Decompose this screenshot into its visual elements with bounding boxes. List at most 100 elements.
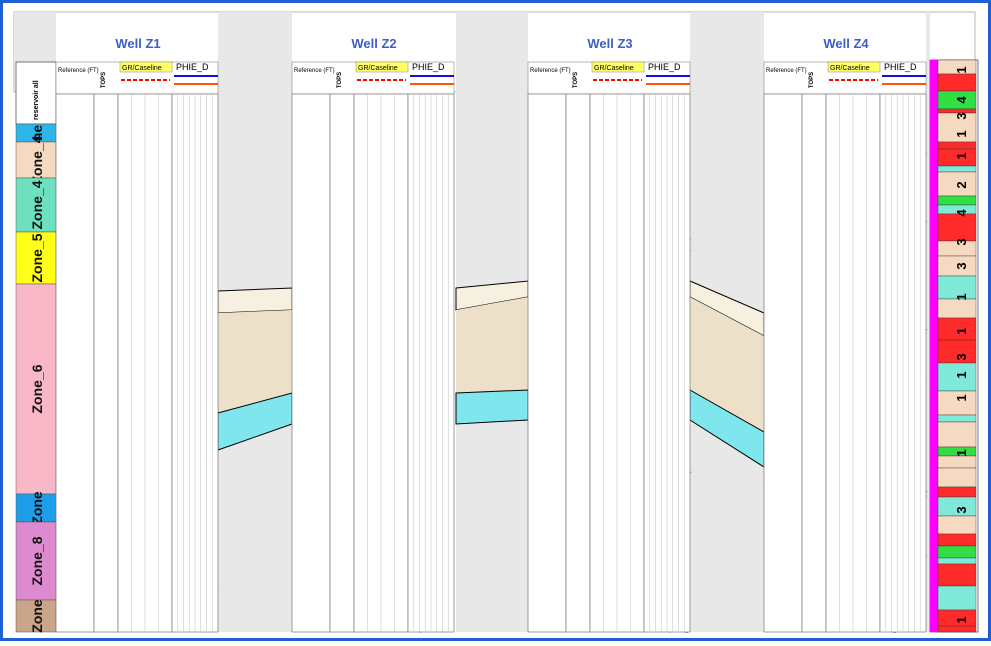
phie-header: PHIE_D bbox=[648, 62, 681, 72]
tops-header: TOPS bbox=[573, 72, 579, 88]
facies-label: 1 bbox=[954, 327, 969, 334]
facies-band bbox=[937, 515, 977, 535]
zone-label: Zone bbox=[29, 599, 45, 633]
reference-track bbox=[55, 93, 95, 633]
tops-header: TOPS bbox=[101, 72, 107, 88]
reference-header: Reference (FT) bbox=[766, 68, 807, 74]
facies-band bbox=[937, 112, 977, 143]
facies-band bbox=[937, 533, 977, 547]
tops-track bbox=[565, 93, 591, 633]
facies-label: 2 bbox=[954, 181, 969, 188]
facies-band bbox=[937, 298, 977, 319]
facies-band bbox=[937, 213, 977, 242]
reference-header: Reference (FT) bbox=[530, 68, 571, 74]
facies-band bbox=[937, 171, 977, 197]
tops-track bbox=[801, 93, 827, 633]
facies-band bbox=[937, 362, 977, 392]
zone-label: ne bbox=[29, 125, 45, 142]
facies-label: 1 bbox=[954, 293, 969, 300]
zone-band bbox=[15, 599, 57, 633]
facies-band bbox=[937, 165, 977, 173]
zone-label: Zone_4 bbox=[29, 180, 45, 229]
facies-band bbox=[937, 557, 977, 565]
tops-header: TOPS bbox=[809, 72, 815, 88]
gr-header-bar bbox=[119, 61, 173, 73]
corr-upper-z1-z2 bbox=[217, 287, 293, 314]
well-title: Well Z3 bbox=[587, 36, 632, 51]
tops-header: TOPS bbox=[337, 72, 343, 88]
facies-label: 1 bbox=[954, 449, 969, 456]
well-title: Well Z1 bbox=[115, 36, 160, 51]
facies-band bbox=[937, 585, 977, 611]
phie-header: PHIE_D bbox=[884, 62, 917, 72]
gr-header: GR/Caseline bbox=[122, 65, 162, 72]
reference-header: Reference (FT) bbox=[58, 68, 99, 74]
separator-4 bbox=[926, 12, 930, 632]
facies-column: 1 4 3 1 1 2 4 3 3 1 1 3 1 1 1 3 1 bbox=[929, 59, 979, 633]
corr-mid-z3-z4 bbox=[690, 297, 764, 432]
facies-band bbox=[937, 390, 977, 416]
facies-label: 1 bbox=[954, 66, 969, 73]
zone-band bbox=[15, 283, 57, 495]
corr-lower-z2-z3 bbox=[455, 389, 529, 425]
facies-band bbox=[937, 467, 977, 488]
facies-label: 4 bbox=[954, 209, 969, 217]
facies-label: 1 bbox=[954, 394, 969, 401]
phie-header: PHIE_D bbox=[176, 62, 209, 72]
facies-label: 1 bbox=[954, 371, 969, 378]
facies-label: 1 bbox=[954, 616, 969, 623]
zone-band bbox=[15, 177, 57, 233]
facies-band bbox=[937, 455, 977, 469]
facies-band bbox=[937, 625, 977, 633]
facies-label: 3 bbox=[954, 262, 969, 269]
facies-label: 3 bbox=[954, 353, 969, 360]
zone-label: Zone_5 bbox=[29, 233, 45, 282]
facies-band bbox=[937, 486, 977, 498]
facies-colorbar bbox=[930, 60, 938, 632]
facies-band bbox=[937, 414, 977, 423]
facies-label: 4 bbox=[954, 96, 969, 104]
gr-header-bar bbox=[355, 61, 409, 73]
gr-header-bar bbox=[591, 61, 645, 73]
gr-header-bar bbox=[827, 61, 881, 73]
zone-band bbox=[15, 493, 57, 523]
facies-label: 1 bbox=[954, 130, 969, 137]
gr-header: GR/Caseline bbox=[830, 65, 870, 72]
reference-track bbox=[763, 93, 803, 633]
facies-band bbox=[937, 563, 977, 587]
facies-label: 1 bbox=[954, 152, 969, 159]
separator-0 bbox=[14, 12, 56, 64]
tops-track bbox=[329, 93, 355, 633]
zone-band bbox=[15, 141, 57, 179]
phie-header: PHIE_D bbox=[412, 62, 445, 72]
reference-track bbox=[527, 93, 567, 633]
facies-band bbox=[937, 195, 977, 206]
facies-band bbox=[937, 545, 977, 559]
facies-band bbox=[937, 73, 977, 92]
zone-label: Zone bbox=[29, 491, 45, 525]
well-title: Well Z4 bbox=[823, 36, 869, 51]
gr-header: GR/Caseline bbox=[358, 65, 398, 72]
reference-track bbox=[291, 93, 331, 633]
tops-track bbox=[93, 93, 119, 633]
zone-band bbox=[15, 521, 57, 601]
correlation-layer bbox=[217, 280, 765, 468]
zone-label: Zone_6 bbox=[29, 364, 45, 413]
facies-band bbox=[937, 421, 977, 448]
reference-header: Reference (FT) bbox=[294, 68, 335, 74]
facies-band bbox=[937, 141, 977, 150]
facies-label: 3 bbox=[954, 238, 969, 245]
zone-label: Zone_8 bbox=[29, 536, 45, 585]
zone-column-header: reservoir all bbox=[33, 80, 40, 120]
well-title: Well Z2 bbox=[351, 36, 396, 51]
corr-mid-z2-z3 bbox=[456, 297, 528, 393]
facies-label: 3 bbox=[954, 506, 969, 513]
zone-label: Zone_4 bbox=[29, 135, 45, 184]
corr-mid-z1-z2 bbox=[218, 310, 292, 413]
facies-label: 3 bbox=[954, 112, 969, 119]
